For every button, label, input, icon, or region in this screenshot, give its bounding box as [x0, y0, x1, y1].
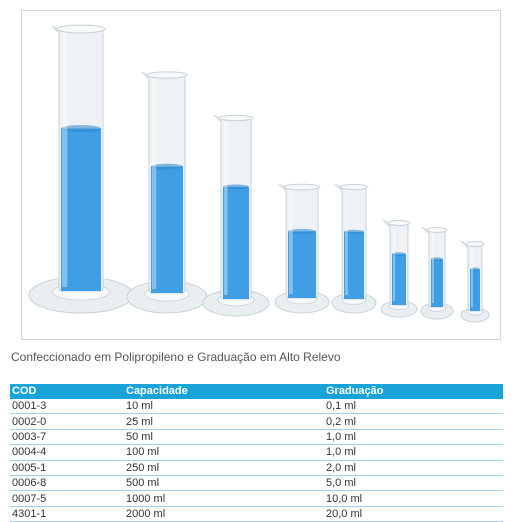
product-table: COD Capacidade Graduação 0001-3 10 ml 0,… [10, 384, 503, 522]
cell-cod: 0004-4 [10, 444, 124, 461]
cell-cod: 4301-1 [10, 506, 124, 522]
tube-highlight [471, 248, 473, 307]
cylinder-rim [339, 184, 369, 190]
cell-capacidade: 1000 ml [124, 490, 324, 507]
tube-highlight [432, 234, 434, 303]
table-header-row: COD Capacidade Graduação [10, 384, 503, 399]
table-row: 4301-1 2000 ml 20,0 ml [10, 506, 503, 522]
cell-cod: 0005-1 [10, 460, 124, 476]
cell-capacidade: 10 ml [124, 397, 324, 415]
cylinder-spout [382, 219, 390, 227]
cell-graduacao: 1,0 ml [324, 444, 503, 461]
liquid-surface [392, 252, 406, 257]
liquid-surface [470, 267, 480, 272]
cylinder-rim [387, 220, 411, 226]
cylinder-spout [460, 240, 468, 248]
cylinder-rim [146, 71, 188, 79]
cylinder-liquid [344, 231, 364, 299]
table-row: 0002-0 25 ml 0,2 ml [10, 413, 503, 430]
cylinder-liquid [470, 269, 480, 311]
liquid-surface [344, 229, 364, 234]
cell-capacidade: 500 ml [124, 475, 324, 492]
cylinder-spout [141, 71, 149, 79]
tube-highlight [62, 33, 68, 287]
tube-highlight [224, 122, 228, 295]
cell-graduacao: 1,0 ml [324, 429, 503, 446]
table-row: 0003-7 50 ml 1,0 ml [10, 429, 503, 446]
cell-capacidade: 250 ml [124, 460, 324, 476]
cylinder-liquid [151, 166, 183, 293]
cell-cod: 0001-3 [10, 397, 124, 415]
cell-cod: 0006-8 [10, 475, 124, 492]
cell-cod: 0003-7 [10, 429, 124, 446]
cylinder-liquid [392, 254, 406, 305]
header-cod: COD [10, 384, 124, 399]
cell-graduacao: 0,1 ml [324, 397, 503, 415]
cell-capacidade: 2000 ml [124, 506, 324, 522]
table-row: 0004-4 100 ml 1,0 ml [10, 444, 503, 461]
liquid-surface [288, 228, 316, 234]
cell-graduacao: 20,0 ml [324, 506, 503, 522]
cylinder-spout [213, 114, 221, 122]
cylinder-rim [426, 227, 448, 233]
product-photo [21, 10, 501, 340]
liquid-surface [151, 163, 183, 170]
cell-capacidade: 100 ml [124, 444, 324, 461]
table-row: 0007-5 1000 ml 10,0 ml [10, 490, 503, 507]
cell-capacidade: 50 ml [124, 429, 324, 446]
tube-highlight [345, 191, 348, 295]
header-capacidade: Capacidade [124, 384, 324, 399]
cell-graduacao: 10,0 ml [324, 490, 503, 507]
cylinder-rim [218, 114, 254, 122]
liquid-surface [61, 125, 101, 133]
cell-graduacao: 5,0 ml [324, 475, 503, 492]
cylinder-liquid [288, 231, 316, 298]
cylinder-spout [334, 183, 342, 191]
cylinder-spout [421, 226, 429, 234]
cylinder-rim [56, 24, 106, 34]
cylinder-liquid [61, 128, 101, 291]
cylinder-liquid [431, 259, 443, 307]
liquid-surface [431, 257, 443, 262]
cell-cod: 0007-5 [10, 490, 124, 507]
tube-highlight [152, 79, 157, 289]
cell-graduacao: 0,2 ml [324, 413, 503, 430]
table-row: 0006-8 500 ml 5,0 ml [10, 475, 503, 492]
header-graduacao: Graduação [324, 384, 503, 399]
tube-highlight [289, 191, 293, 294]
table-row: 0001-3 10 ml 0,1 ml [10, 397, 503, 415]
tube-highlight [393, 227, 396, 301]
cylinder-spout [278, 183, 286, 191]
cell-cod: 0002-0 [10, 413, 124, 430]
cylinder-liquid [223, 186, 249, 299]
cylinder-rim [465, 241, 485, 247]
cell-graduacao: 2,0 ml [324, 460, 503, 476]
cell-capacidade: 25 ml [124, 413, 324, 430]
cylinder-rim [283, 183, 321, 191]
material-caption: Confeccionado em Polipropileno e Graduaç… [11, 350, 341, 364]
cylinder-spout [51, 25, 59, 33]
liquid-surface [223, 184, 249, 190]
table-row: 0005-1 250 ml 2,0 ml [10, 460, 503, 476]
graduated-cylinders-illustration [28, 24, 490, 323]
